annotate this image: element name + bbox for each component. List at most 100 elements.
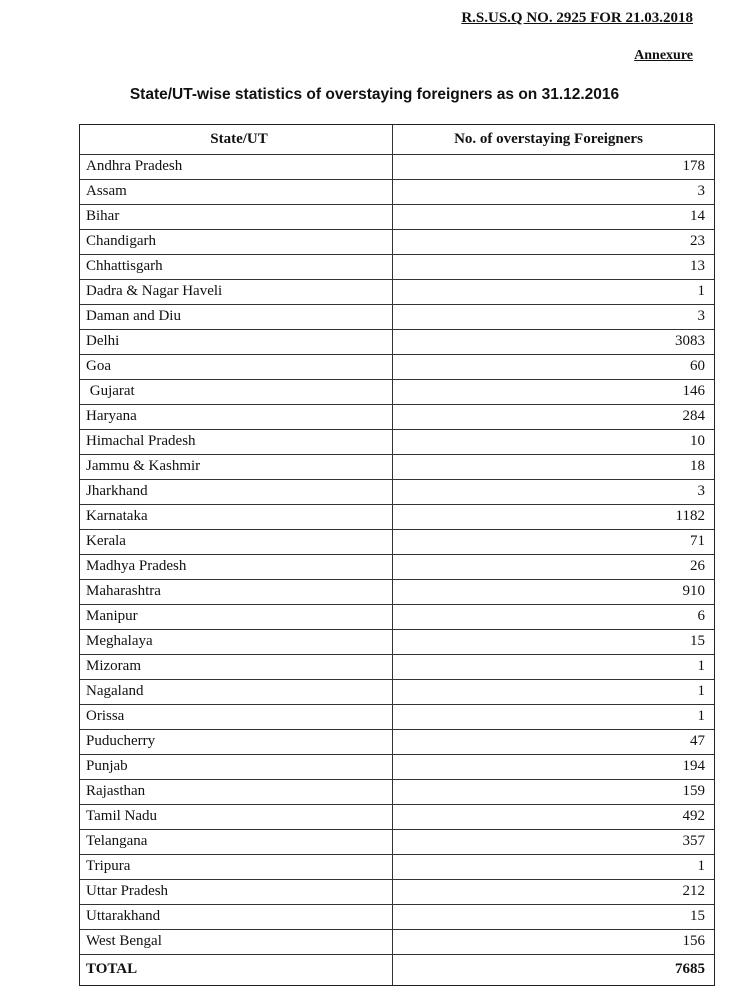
- cell: Tamil Nadu: [86, 808, 158, 824]
- row-border: [80, 304, 714, 305]
- cell: 159: [682, 783, 706, 799]
- cell: TOTAL: [86, 961, 138, 977]
- cell: 15: [690, 908, 705, 924]
- cell: No. of overstaying Foreigners: [454, 131, 643, 147]
- row-border: [80, 479, 714, 480]
- row-border: [80, 554, 714, 555]
- cell: 3083: [675, 333, 705, 349]
- row-border: [80, 654, 714, 655]
- cell: 284: [682, 408, 706, 424]
- cell: 71: [690, 533, 705, 549]
- row-border: [80, 404, 714, 405]
- row-border: [80, 229, 714, 230]
- row-border: [80, 454, 714, 455]
- cell: 3: [697, 308, 706, 324]
- cell: Punjab: [86, 758, 128, 774]
- cell: 146: [682, 383, 706, 399]
- cell: Goa: [86, 358, 111, 374]
- cell: 26: [690, 558, 705, 574]
- cell: 1: [697, 658, 706, 674]
- annexure: Annexure: [634, 48, 693, 63]
- row-border: [80, 579, 714, 580]
- cell: Mizoram: [86, 658, 141, 674]
- row-border: [80, 904, 714, 905]
- row-border: [80, 629, 714, 630]
- cell: 910: [682, 583, 706, 599]
- cell: 60: [690, 358, 705, 374]
- cell: 14: [690, 208, 705, 224]
- cell: Manipur: [86, 608, 138, 624]
- cell: 3: [697, 483, 706, 499]
- cell: Dadra & Nagar Haveli: [86, 283, 223, 299]
- cell: Jharkhand: [86, 483, 148, 499]
- cell: Himachal Pradesh: [86, 433, 196, 449]
- cell: Meghalaya: [86, 633, 153, 649]
- cell: Kerala: [86, 533, 126, 549]
- row-border: [80, 354, 714, 355]
- row-border: [80, 329, 714, 330]
- row-border: [80, 529, 714, 530]
- cell: 178: [682, 158, 706, 174]
- row-border: [80, 954, 714, 955]
- row-border: [80, 754, 714, 755]
- cell: State/UT: [210, 131, 268, 147]
- cell: Chandigarh: [86, 233, 156, 249]
- cell: Puducherry: [86, 733, 156, 749]
- cell: 212: [682, 883, 706, 899]
- cell: 6: [697, 608, 706, 624]
- row-border: [80, 779, 714, 780]
- cell: Assam: [86, 183, 127, 199]
- cell: Orissa: [86, 708, 125, 724]
- cell: 1: [697, 858, 706, 874]
- cell: Uttar Pradesh: [86, 883, 169, 899]
- row-border: [80, 854, 714, 855]
- row-border: [80, 179, 714, 180]
- cell: Bihar: [86, 208, 120, 224]
- cell: West Bengal: [86, 933, 162, 949]
- row-border: [80, 254, 714, 255]
- cell: Telangana: [86, 833, 148, 849]
- cell: 1: [697, 708, 706, 724]
- cell: 1: [697, 683, 706, 699]
- cell: Chhattisgarh: [86, 258, 163, 274]
- row-border: [80, 379, 714, 380]
- title: State/UT-wise statistics of overstaying …: [129, 86, 620, 103]
- cell: Andhra Pradesh: [86, 158, 183, 174]
- cell: 492: [682, 808, 706, 824]
- row-border: [80, 429, 714, 430]
- cell: 7685: [675, 961, 705, 977]
- cell: 156: [682, 933, 706, 949]
- row-border: [80, 929, 714, 930]
- row-border: [80, 879, 714, 880]
- cell: 15: [690, 633, 705, 649]
- cell: Jammu & Kashmir: [86, 458, 201, 474]
- cell: Nagaland: [86, 683, 144, 699]
- row-border: [80, 829, 714, 830]
- row-border: [80, 604, 714, 605]
- cell: Daman and Diu: [86, 308, 181, 324]
- row-border: [80, 504, 714, 505]
- column-divider: [392, 125, 393, 985]
- cell: 3: [697, 183, 706, 199]
- cell: 23: [690, 233, 705, 249]
- cell: 1: [697, 283, 706, 299]
- cell: 1182: [675, 508, 705, 524]
- cell: 194: [682, 758, 706, 774]
- table: State/UT No. of overstaying Foreigners And…: [79, 124, 715, 986]
- row-border: [80, 704, 714, 705]
- cell: 10: [690, 433, 705, 449]
- cell: Karnataka: [86, 508, 148, 524]
- cell: 13: [690, 258, 705, 274]
- cell: Maharashtra: [86, 583, 161, 599]
- cell: Uttarakhand: [86, 908, 161, 924]
- cell: Delhi: [86, 333, 120, 349]
- cell: Rajasthan: [86, 783, 146, 799]
- reference: R.S.US.Q NO. 2925 FOR 21.03.2018: [461, 10, 693, 26]
- cell: 47: [690, 733, 705, 749]
- cell: 357: [682, 833, 706, 849]
- row-border: [80, 804, 714, 805]
- row-border: [80, 154, 714, 155]
- cell: 18: [690, 458, 705, 474]
- row-border: [80, 279, 714, 280]
